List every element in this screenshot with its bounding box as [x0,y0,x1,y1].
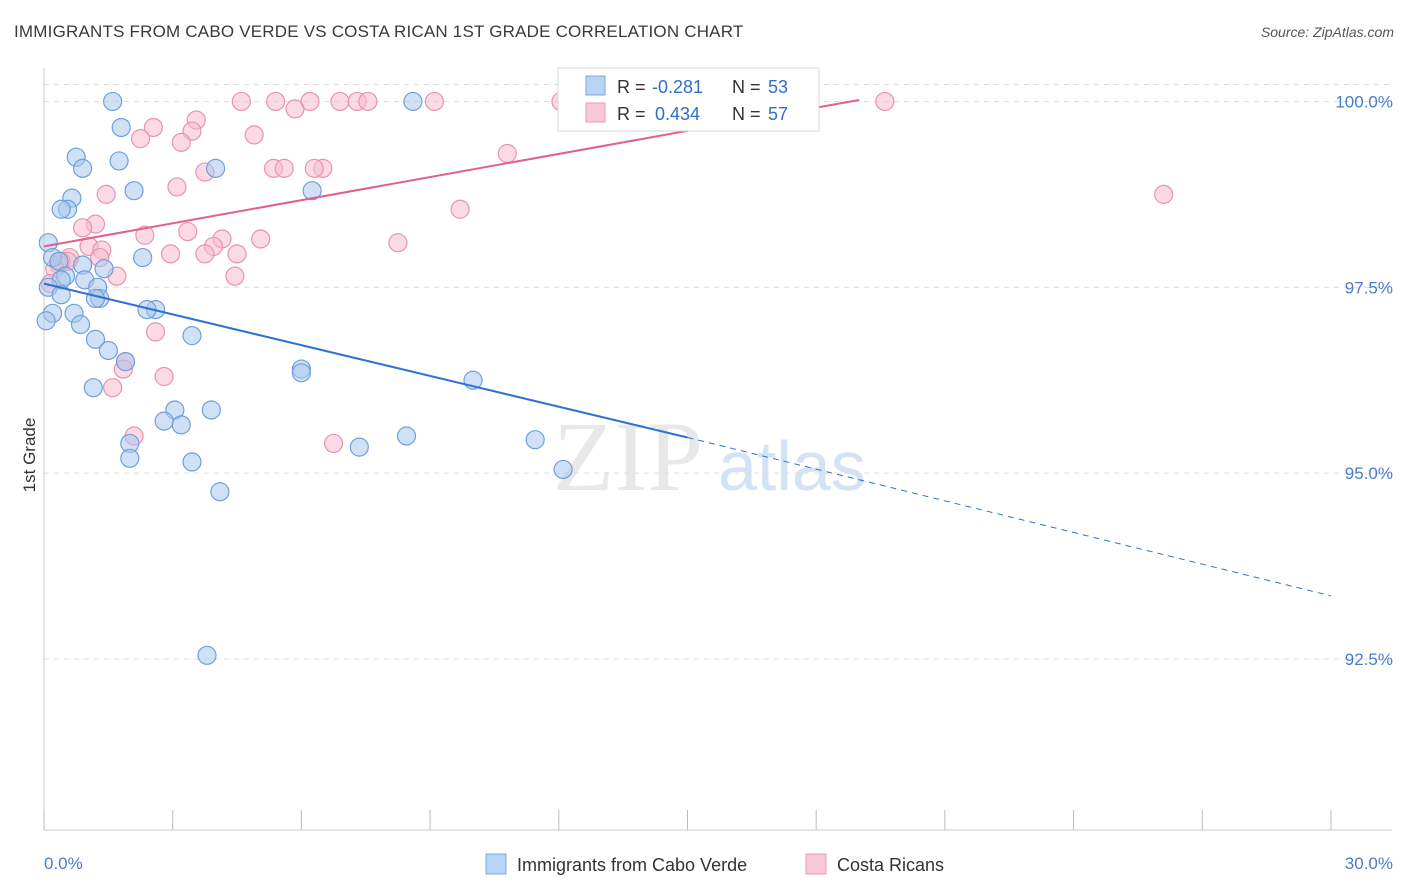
costa-ricans-point [160,244,181,264]
costa-ricans-point [497,143,517,164]
costa-ricans-point [171,132,191,152]
costa-ricans-point [330,91,350,112]
costa-ricans-point [130,129,151,149]
costa-ricans-point [450,199,470,219]
axes [43,68,1392,831]
watermark-atlas: atlas [718,427,866,505]
legend-pink-n-value: 57 [768,104,788,124]
y-tick-label: 92.5% [1345,650,1393,669]
cabo-verde-trend-solid [43,282,688,439]
cabo-verde-point [85,288,106,309]
costa-ricans-point [195,244,215,264]
costa-ricans-point [388,233,408,253]
cabo-verde-point [302,181,322,201]
cabo-verde-point [396,426,417,446]
cabo-verde-point [201,400,221,420]
cabo-verde-point [73,158,93,178]
cabo-verde-point [403,91,423,112]
bottom-legend-pink-swatch [805,853,827,875]
x-tick-label-right: 30.0% [1345,854,1393,873]
chart-title: IMMIGRANTS FROM CABO VERDE VS COSTA RICA… [14,22,744,41]
cabo-verde-point [291,363,311,383]
legend-pink-r-value: 0.434 [655,104,700,124]
y-tick-label: 100.0% [1335,92,1393,111]
y-axis-label: 1st Grade [20,418,39,493]
cabo-verde-point [182,452,202,472]
costa-ricans-point [304,158,324,178]
costa-ricans-point [323,433,344,454]
cabo-verde-point [525,430,545,450]
cabo-verde-point [51,199,71,219]
costa-ricans-point [178,221,198,242]
cabo-verde-point [115,352,136,372]
bottom-legend-blue-label: Immigrants from Cabo Verde [517,855,747,875]
y-tick-label: 95.0% [1345,464,1393,483]
cabo-verde-point [51,285,71,305]
series-legend: Immigrants from Cabo Verde Costa Ricans [485,853,944,875]
cabo-verde-point [124,181,144,201]
bottom-legend-blue-swatch [485,853,507,875]
legend-blue-n-value: 53 [768,77,788,97]
legend-blue-n-label: N = [732,77,761,97]
cabo-verde-point [85,329,106,349]
cabo-verde-point [349,437,369,457]
costa-ricans-point [266,91,286,112]
cabo-verde-point [103,91,123,112]
legend-blue-r-value: -0.281 [652,77,703,97]
costa-ricans-point [1154,184,1174,204]
costa-ricans-point [358,91,378,112]
costa-ricans-point [251,229,271,249]
cabo-verde-point [109,151,129,171]
cabo-verde-point [133,247,153,268]
cabo-verde-trend-dashed [687,436,1332,597]
cabo-verde-point [120,448,140,468]
costa-ricans-point [73,218,93,238]
cabo-verde-point [83,378,103,398]
costa-ricans-point [167,177,187,197]
costa-ricans-point [225,266,245,286]
cabo-verde-point [111,117,131,138]
costa-ricans-point [244,125,264,145]
grid-lines [44,83,1392,660]
cabo-verde-point [171,415,191,435]
cabo-verde-point [154,411,174,431]
legend-pink-r-label: R = [617,104,646,124]
tick-labels: 100.0% 97.5% 95.0% 92.5% 0.0% 30.0% [44,92,1393,873]
costa-ricans-point [103,378,123,398]
costa-ricans-point [285,99,305,119]
costa-ricans-point [145,322,166,342]
cabo-verde-point [36,311,56,331]
costa-ricans-point [154,366,174,387]
watermark-zip: ZIP [553,401,703,512]
cabo-verde-point [98,340,118,361]
y-tick-label: 97.5% [1345,278,1393,297]
cabo-verde-point [210,482,230,502]
costa-ricans-point [96,184,116,204]
costa-ricans-point [424,91,444,112]
bottom-legend-pink-label: Costa Ricans [837,855,944,875]
x-tick-label-left: 0.0% [44,854,83,873]
legend-pink-n-label: N = [732,104,761,124]
cabo-verde-point [182,326,202,346]
source-label: Source: ZipAtlas.com [1260,24,1394,40]
legend-blue-r-label: R = [617,77,646,97]
cabo-verde-point [70,314,91,335]
cabo-verde-point [206,158,226,178]
cabo-verde-point [197,645,217,665]
costa-ricans-point [875,91,895,112]
costa-ricans-points [40,91,1174,454]
trend-lines [43,98,1332,597]
costa-ricans-point [227,244,247,264]
legend-blue-swatch [585,75,606,96]
cabo-verde-point [553,459,573,480]
costa-ricans-point [274,158,294,178]
legend-pink-swatch [585,102,606,123]
costa-ricans-point [143,117,163,138]
cabo-verde-point [94,259,114,279]
costa-ricans-point [135,225,155,245]
costa-ricans-point [231,91,251,112]
correlation-legend: R = -0.281 N = 53 R = 0.434 N = 57 [557,67,820,132]
cabo-verde-points [36,91,573,665]
